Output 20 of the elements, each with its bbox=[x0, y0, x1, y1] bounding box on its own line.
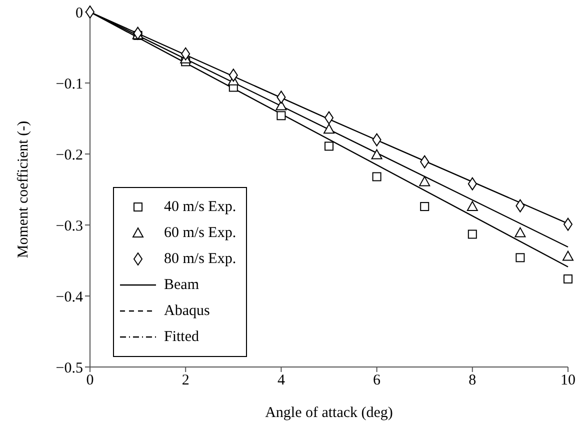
x-tick-label: 0 bbox=[86, 372, 94, 389]
x-tick-label: 2 bbox=[182, 372, 190, 389]
y-tick-label: −0.2 bbox=[56, 147, 83, 164]
x-tick-label: 10 bbox=[560, 372, 576, 389]
x-tick-label: 8 bbox=[468, 372, 476, 389]
y-tick-label: −0.3 bbox=[56, 218, 83, 234]
x-tick-label: 4 bbox=[277, 372, 286, 389]
y-axis-title: Moment coefficient (-) bbox=[15, 120, 32, 258]
y-tick-label: −0.5 bbox=[56, 360, 83, 376]
legend-label: Fitted bbox=[164, 328, 200, 346]
legend-label: 80 m/s Exp. bbox=[164, 250, 236, 268]
legend-label: 40 m/s Exp. bbox=[164, 198, 236, 216]
legend-label: Abaqus bbox=[164, 302, 210, 320]
x-axis-title: Angle of attack (deg) bbox=[265, 405, 393, 421]
y-tick-label: −0.4 bbox=[56, 289, 84, 306]
x-tick-label: 6 bbox=[373, 372, 382, 389]
y-tick-label: −0.1 bbox=[56, 76, 83, 92]
legend-label: 60 m/s Exp. bbox=[164, 224, 236, 242]
legend-label: Beam bbox=[164, 276, 199, 294]
y-tick-label: 0 bbox=[76, 5, 83, 22]
